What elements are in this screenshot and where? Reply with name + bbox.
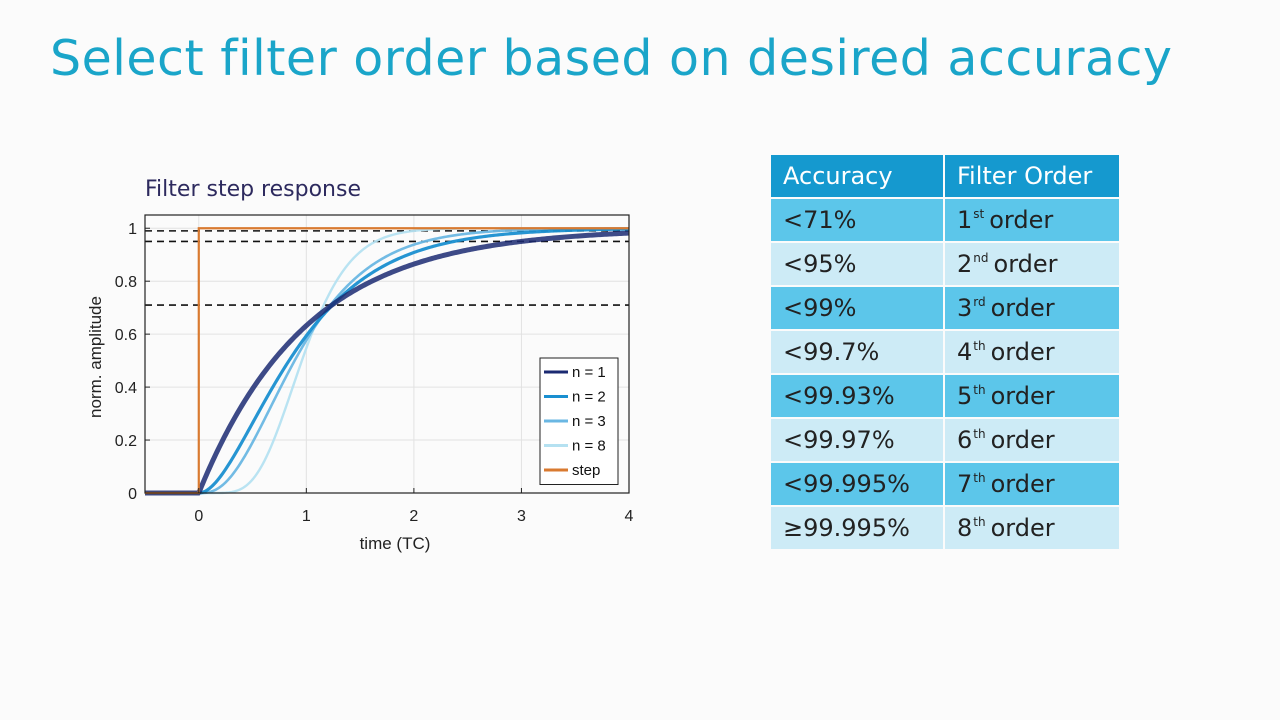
order-cell: 6th order: [945, 419, 1119, 461]
order-number: 6: [957, 426, 973, 454]
y-tick-label: 0.4: [115, 380, 137, 397]
accuracy-cell: <99%: [771, 287, 943, 329]
order-suffix: nd: [973, 251, 989, 265]
table-row: ≥99.995% 8th order: [771, 507, 1119, 549]
order-cell: 8th order: [945, 507, 1119, 549]
series-line-n2: [145, 227, 630, 495]
order-suffix: th: [973, 339, 986, 353]
order-word: order: [989, 206, 1054, 234]
y-tick-label: 0.6: [115, 327, 137, 344]
order-word: order: [990, 470, 1055, 498]
order-suffix: th: [973, 383, 986, 397]
legend-label: n = 1: [572, 364, 606, 381]
order-number: 3: [957, 294, 973, 322]
chart-legend: n = 1 n = 2 n = 3 n = 8 step: [539, 357, 619, 485]
legend-label: step: [572, 462, 600, 479]
reference-lines: [145, 230, 629, 306]
order-suffix: st: [973, 207, 985, 221]
legend-label: n = 8: [572, 438, 606, 455]
header-filter-order: Filter Order: [945, 155, 1119, 197]
chart-title: Filter step response: [145, 177, 361, 202]
header-accuracy: Accuracy: [771, 155, 943, 197]
y-tick-label: 0.8: [115, 274, 137, 291]
order-suffix: rd: [973, 295, 986, 309]
step-response-chart: Filter step response 0 1 2 3 4 0 0.2 0.4 0.6 0.8 1…: [70, 160, 670, 580]
accuracy-cell: <99.995%: [771, 463, 943, 505]
plot-frame: [144, 214, 630, 494]
accuracy-cell: <71%: [771, 199, 943, 241]
order-word: order: [990, 514, 1055, 542]
x-tick-label: 0: [194, 508, 203, 525]
order-cell: 2nd order: [945, 243, 1119, 285]
table-row: <95% 2nd order: [771, 243, 1119, 285]
order-suffix: th: [973, 515, 986, 529]
order-suffix: th: [973, 427, 986, 441]
slide-title: Select filter order based on desired acc…: [50, 30, 1173, 87]
order-word: order: [993, 250, 1058, 278]
x-tick-label: 3: [517, 508, 526, 525]
accuracy-cell: <95%: [771, 243, 943, 285]
y-axis-label: norm. amplitude: [86, 296, 105, 418]
table-row: <99% 3rd order: [771, 287, 1119, 329]
order-number: 4: [957, 338, 973, 366]
order-cell: 3rd order: [945, 287, 1119, 329]
x-tick-label: 1: [302, 508, 311, 525]
accuracy-cell: <99.7%: [771, 331, 943, 373]
table-row: <99.995% 7th order: [771, 463, 1119, 505]
axis-ticks: 0 1 2 3 4 0 0.2 0.4 0.6 0.8 1: [115, 221, 634, 525]
accuracy-cell: ≥99.995%: [771, 507, 943, 549]
order-number: 8: [957, 514, 973, 542]
series-line-n1: [145, 230, 630, 496]
x-tick-label: 2: [409, 508, 418, 525]
x-tick-label: 4: [625, 508, 634, 525]
accuracy-cell: <99.97%: [771, 419, 943, 461]
order-cell: 4th order: [945, 331, 1119, 373]
order-word: order: [990, 382, 1055, 410]
order-number: 7: [957, 470, 973, 498]
y-tick-label: 0.2: [115, 433, 137, 450]
accuracy-cell: <99.93%: [771, 375, 943, 417]
table-row: <99.7% 4th order: [771, 331, 1119, 373]
order-number: 2: [957, 250, 973, 278]
order-cell: 5th order: [945, 375, 1119, 417]
y-tick-label: 0: [128, 486, 137, 503]
order-word: order: [990, 426, 1055, 454]
order-word: order: [990, 294, 1055, 322]
x-axis-label: time (TC): [360, 534, 431, 553]
order-cell: 7th order: [945, 463, 1119, 505]
order-number: 1: [957, 206, 973, 234]
y-tick-label: 1: [128, 221, 137, 238]
legend-label: n = 2: [572, 389, 606, 406]
order-number: 5: [957, 382, 973, 410]
legend-label: n = 3: [572, 413, 606, 430]
table-row: <71% 1st order: [771, 199, 1119, 241]
table-row: <99.93% 5th order: [771, 375, 1119, 417]
accuracy-table-container: Accuracy Filter Order <71% 1st order <95%…: [771, 155, 1123, 549]
order-cell: 1st order: [945, 199, 1119, 241]
order-suffix: th: [973, 471, 986, 485]
order-word: order: [990, 338, 1055, 366]
accuracy-table: Accuracy Filter Order <71% 1st order <95%…: [769, 153, 1121, 551]
table-row: <99.97% 6th order: [771, 419, 1119, 461]
table-header-row: Accuracy Filter Order: [771, 155, 1119, 197]
chart-svg: Filter step response 0 1 2 3 4 0 0.2 0.4 0.6 0.8 1…: [86, 177, 634, 553]
